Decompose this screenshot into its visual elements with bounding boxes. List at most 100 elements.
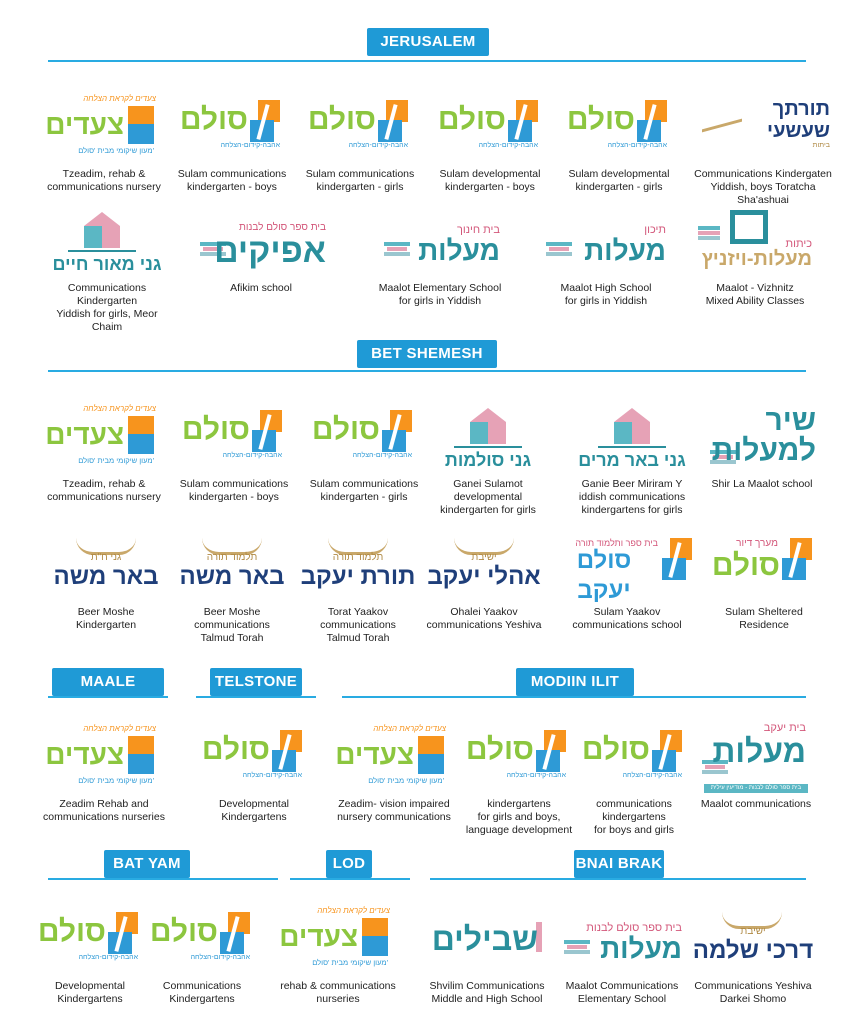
caption: Maalot communications <box>700 798 812 810</box>
caption: Ganie Beer Miriram Y iddish communicatio… <box>578 478 686 516</box>
logo-card: גני סולמות Ganei Sulamot developmental k… <box>418 402 558 517</box>
caption: Torat Yaakov communications Talmud Torah <box>320 606 396 644</box>
logo-card: צעדים לקראת הצלחה צעדים מעון שיקומי מבית… <box>42 402 166 504</box>
caption: Sulam communications kindergarten - girl… <box>309 478 419 503</box>
caption: Ohalei Yaakov communications Yeshiva <box>426 606 542 631</box>
maalot-vizhnitz-logo: כיתות מעלות-ויזניץ <box>690 206 820 278</box>
logo-card: בית יעקב מעלות בית ספר סולם לבנות - מודי… <box>696 722 816 811</box>
maalot-bnai-brak-logo: בית ספר סולם לבנות מעלות <box>552 904 692 976</box>
sulam-logo: סולם אהבה-קידום-הצלחה <box>302 402 426 474</box>
caption: Tzeadim, rehab & communications nursery <box>47 168 161 193</box>
section-title: BNAI BRAK <box>574 850 664 878</box>
logo-card: בית ספר סולם לבנות אפיקים Afikim school <box>186 206 336 295</box>
logo-card: שיר למעלות Shir La Maalot school <box>700 402 824 491</box>
caption: Ganei Sulamot developmental kindergarten… <box>440 478 536 516</box>
tzeadim-logo: צעדים לקראת הצלחה צעדים מעון שיקומי מבית… <box>45 94 156 155</box>
caption: Shvilim Communications Middle and High S… <box>429 980 545 1005</box>
maalot-logo: בית חינוך מעלות <box>370 206 510 278</box>
sulam-logo: סולם אהבה-קידום-הצלחה <box>557 92 681 164</box>
logo-card: שבילים Shvilim Communications Middle and… <box>422 904 552 1006</box>
caption: Beer Moshe communications Talmud Torah <box>194 606 270 644</box>
logo-card: סולם אהבה-קידום-הצלחה Communications Kind… <box>140 904 264 1006</box>
logo-card: כיתות מעלות-ויזניץ Maalot - Vizhnitz Mix… <box>690 206 820 308</box>
tzeadim-logo: צעדים לקראת הצלחה צעדים מעון שיקומי מבית… <box>45 724 156 785</box>
logo-card: צעדים לקראת הצלחה צעדים מעון שיקומי מבית… <box>42 722 166 824</box>
beer-moshe-gan-logo: גני ח"ת באר משה <box>44 530 168 602</box>
caption: Zeadim Rehab and communications nurserie… <box>43 798 165 823</box>
caption: Communications Kindergaten Yiddish, boys… <box>694 168 832 206</box>
shvilim-logo: שבילים <box>422 904 552 976</box>
caption: kindergartens for girls and boys, langua… <box>465 798 573 836</box>
logo-card: סולם אהבה-קידום-הצלחה Developmental Kinde… <box>192 722 316 824</box>
caption: rehab & communications nurseries <box>280 980 396 1005</box>
section-title: TELSTONE <box>210 668 302 696</box>
caption: Shir La Maalot school <box>711 478 813 490</box>
caption: Communications Kindergartens <box>162 980 242 1005</box>
logo-card: בית חינוך מעלות Maalot Elementary School… <box>370 206 510 308</box>
logo-card: סולם אהבה-קידום-הצלחה communications kind… <box>572 722 696 837</box>
logo-card: סולם אהבה-קידום-הצלחה Sulam communication… <box>170 92 294 194</box>
logo-card: תורתך שעשעי ביתות Communications Kinderga… <box>688 92 838 207</box>
logo-card: תלמוד תורה תורת יעקב Torat Yaakov commun… <box>296 530 420 645</box>
section-title: MODIIN ILIT <box>516 668 634 696</box>
logo-card: סולם אהבה-קידום-הצלחה Sulam communication… <box>298 92 422 194</box>
caption: Maalot High School for girls in Yiddish <box>560 282 652 307</box>
sulam-logo: סולם אהבה-קידום-הצלחה <box>28 904 152 976</box>
logo-card: סולם אהבה-קידום-הצלחה kindergartens for g… <box>456 722 582 837</box>
sulam-logo: סולם אהבה-קידום-הצלחה <box>140 904 264 976</box>
logo-card: גני מאור חיים Communications Kindergarte… <box>40 206 174 334</box>
gan-sulamot-logo: גני סולמות <box>418 402 558 474</box>
logo-card: צעדים לקראת הצלחה צעדים מעון שיקומי מבית… <box>42 92 166 194</box>
caption: Communications Yeshiva Darkei Shomo <box>694 980 812 1005</box>
caption: Sulam communications kindergarten - boys <box>179 478 289 503</box>
sulam-logo: סולם אהבה-קידום-הצלחה <box>172 402 296 474</box>
sulam-logo: סולם אהבה-קידום-הצלחה <box>192 722 316 794</box>
logo-card: תיכון מעלות Maalot High School for girls… <box>536 206 676 308</box>
sulam-logo: סולם אהבה-קידום-הצלחה <box>170 92 294 164</box>
caption: Sulam Sheltered Residence <box>725 606 803 631</box>
logo-card: בית ספר סולם לבנות מעלות Maalot Communic… <box>552 904 692 1006</box>
caption: Zeadim- vision impaired nursery communic… <box>337 798 451 823</box>
caption: Sulam communications kindergarten - boys <box>177 168 287 193</box>
sulam-logo: סולם אהבה-קידום-הצלחה <box>572 722 696 794</box>
logo-card: מערך דיור סולם Sulam Sheltered Residence <box>702 530 826 632</box>
caption: Afikim school <box>230 282 292 294</box>
caption: Developmental Kindergartens <box>54 980 126 1005</box>
logo-card: סולם אהבה-קידום-הצלחה Developmental Kinde… <box>28 904 152 1006</box>
caption: Sulam developmental kindergarten - girls <box>568 168 670 193</box>
sulam-logo: סולם אהבה-קידום-הצלחה <box>428 92 552 164</box>
tzeadim-logo: צעדים לקראת הצלחה צעדים מעון שיקומי מבית… <box>279 906 390 967</box>
caption: Developmental Kindergartens <box>218 798 290 823</box>
logo-card: צעדים לקראת הצלחה צעדים מעון שיקומי מבית… <box>332 722 456 824</box>
maalot-modiin-logo: בית יעקב מעלות בית ספר סולם לבנות - מודי… <box>696 722 816 794</box>
logo-card: סולם אהבה-קידום-הצלחה Sulam communication… <box>302 402 426 504</box>
caption: Sulam Yaakov communications school <box>572 606 682 631</box>
beer-moshe-tt-logo: תלמוד תורה באר משה <box>170 530 294 602</box>
logo-card: צעדים לקראת הצלחה צעדים מעון שיקומי מבית… <box>276 904 400 1006</box>
caption: Sulam developmental kindergarten - boys <box>439 168 541 193</box>
logo-card: גני ח"ת באר משה Beer Moshe Kindergarten <box>44 530 168 632</box>
ohalei-yaakov-logo: ישיבת אהלי יעקב <box>422 530 546 602</box>
section-title: BET SHEMESH <box>357 340 497 368</box>
afikim-logo: בית ספר סולם לבנות אפיקים <box>186 206 336 278</box>
sulam-residence-logo: מערך דיור סולם <box>702 530 826 602</box>
logo-card: סולם אהבה-קידום-הצלחה Sulam communication… <box>172 402 296 504</box>
section-title: BAT YAM <box>104 850 190 878</box>
maalot-tichon-logo: תיכון מעלות <box>536 206 676 278</box>
torahtcha-logo: תורתך שעשעי ביתות <box>688 92 838 164</box>
logo-card: גני באר מרים Ganie Beer Miriram Y iddish… <box>566 402 698 517</box>
caption: Sulam communications kindergarten - girl… <box>305 168 415 193</box>
logo-card: ישיבת אהלי יעקב Ohalei Yaakov communicat… <box>422 530 546 632</box>
section-title: JERUSALEM <box>367 28 489 56</box>
logo-card: סולם אהבה-קידום-הצלחה Sulam developmental… <box>428 92 552 194</box>
tzeadim-logo: צעדים לקראת הצלחה צעדים מעון שיקומי מבית… <box>45 404 156 465</box>
sulam-logo: סולם אהבה-קידום-הצלחה <box>456 722 580 794</box>
gan-meor-chaim-logo: גני מאור חיים <box>40 206 174 278</box>
torat-yaakov-logo: תלמוד תורה תורת יעקב <box>296 530 420 602</box>
logo-card: סולם אהבה-קידום-הצלחה Sulam developmental… <box>557 92 681 194</box>
section-title: MAALE ADUMIM <box>52 668 164 718</box>
caption: Communications Kindergarten Yiddish for … <box>56 282 158 333</box>
caption: communications kindergartens for boys an… <box>594 798 674 836</box>
logo-card: בית ספר ותלמוד תורה סולם יעקב Sulam Yaak… <box>552 530 702 632</box>
